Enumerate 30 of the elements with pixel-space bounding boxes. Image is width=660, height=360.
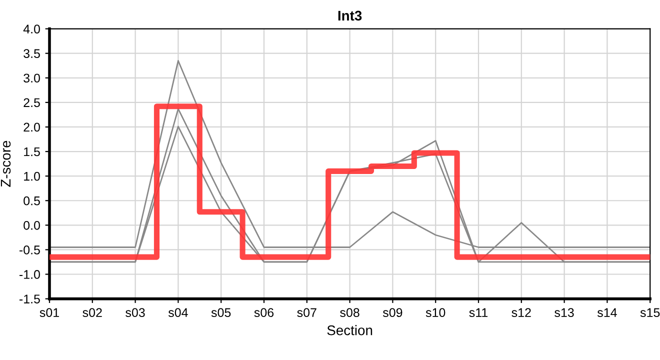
x-tick-label: s13 [554, 308, 574, 318]
chart-title: Int3 [338, 10, 362, 21]
y-tick-label: -0.5 [19, 246, 40, 254]
x-tick-label: s04 [168, 308, 188, 318]
x-tick-label: s07 [297, 308, 316, 318]
y-tick-label: 3.0 [24, 74, 40, 83]
x-tick-label: s10 [426, 308, 446, 318]
x-tick-label: s05 [211, 308, 231, 318]
y-tick-label: 2.5 [24, 98, 40, 108]
y-tick-label: -1.5 [19, 294, 40, 304]
y-tick-label: 3.5 [24, 49, 40, 58]
x-tick-label: s15 [640, 308, 660, 318]
y-axis-title: Z-score [0, 140, 11, 187]
y-tick-label: 1.5 [24, 147, 40, 156]
x-tick-label: s03 [126, 308, 145, 318]
x-tick-label: s08 [340, 308, 360, 318]
x-tick-label: s01 [40, 308, 59, 318]
y-tick-label: 2.0 [24, 122, 40, 132]
x-axis-title: Section [327, 325, 372, 336]
y-tick-label: 4.0 [23, 24, 40, 34]
x-tick-label: s12 [512, 308, 531, 318]
y-tick-label: 1.0 [24, 172, 40, 181]
x-tick-label: s09 [382, 308, 402, 318]
x-tick-label: s02 [82, 308, 102, 318]
x-tick-label: s14 [597, 308, 617, 318]
x-tick-label: s06 [254, 308, 274, 318]
y-tick-label: 0.5 [24, 196, 40, 206]
x-tick-label: s11 [469, 308, 488, 318]
y-tick-label: 0.0 [24, 220, 40, 230]
y-tick-label: -1.0 [19, 270, 40, 279]
